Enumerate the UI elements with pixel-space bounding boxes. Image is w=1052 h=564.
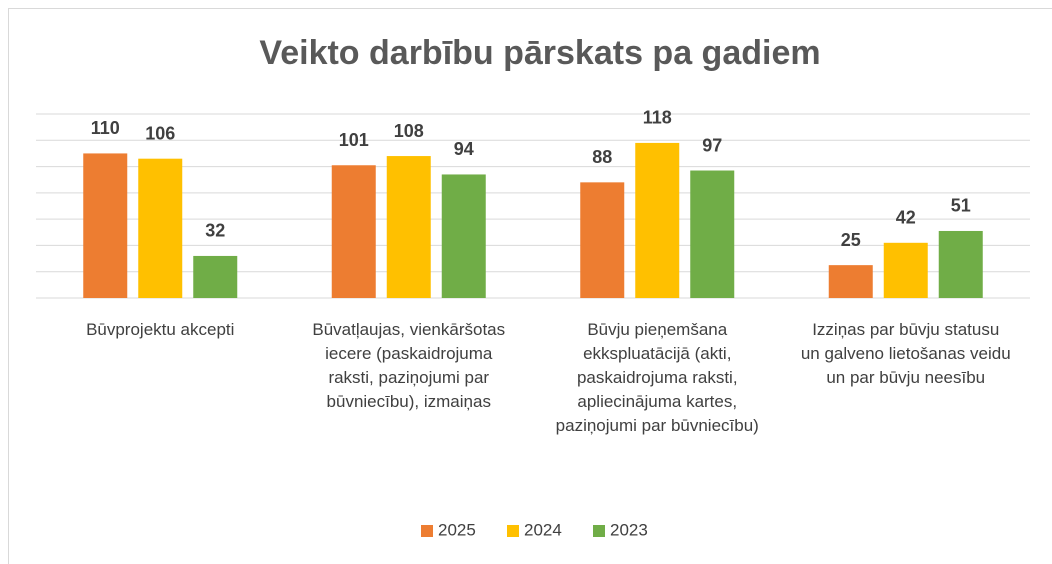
data-label: 106 xyxy=(145,123,175,143)
bar xyxy=(635,142,680,298)
legend-swatch xyxy=(507,525,519,537)
data-label: 32 xyxy=(205,221,225,241)
bar xyxy=(690,170,735,298)
legend-swatch xyxy=(421,525,433,537)
data-label: 51 xyxy=(951,196,971,216)
data-label: 101 xyxy=(339,130,369,150)
bar xyxy=(580,182,625,298)
data-label: 97 xyxy=(702,135,722,155)
bar xyxy=(828,265,873,298)
data-label: 110 xyxy=(91,118,120,138)
data-label: 42 xyxy=(896,208,916,228)
x-tick-label: Izziņas par būvju statusu un galveno lie… xyxy=(800,320,1011,387)
legend-label: 2025 xyxy=(438,520,476,539)
x-tick-label: Būvprojektu akcepti xyxy=(86,320,235,339)
x-tick-label: Būvatļaujas, vienkāršotas iecere (paskai… xyxy=(312,320,506,411)
bar xyxy=(441,174,486,298)
bar xyxy=(331,165,376,298)
bar xyxy=(138,158,183,298)
legend-label: 2024 xyxy=(524,520,562,539)
x-tick-label: Būvju pieņemšana ekkspluatācijā (akti, p… xyxy=(555,320,759,435)
bar xyxy=(193,255,238,298)
data-label: 88 xyxy=(592,147,612,167)
bar xyxy=(883,242,928,298)
legend-swatch xyxy=(593,525,605,537)
chart-border xyxy=(8,8,1052,564)
bar xyxy=(386,156,431,298)
bar xyxy=(83,153,128,298)
data-label: 94 xyxy=(454,139,474,159)
chart-title: Veikto darbību pārskats pa gadiem xyxy=(259,34,820,72)
data-label: 118 xyxy=(643,108,672,128)
data-label: 108 xyxy=(394,121,424,141)
bar xyxy=(938,230,983,298)
data-label: 25 xyxy=(841,230,861,250)
legend-label: 2023 xyxy=(610,520,648,539)
